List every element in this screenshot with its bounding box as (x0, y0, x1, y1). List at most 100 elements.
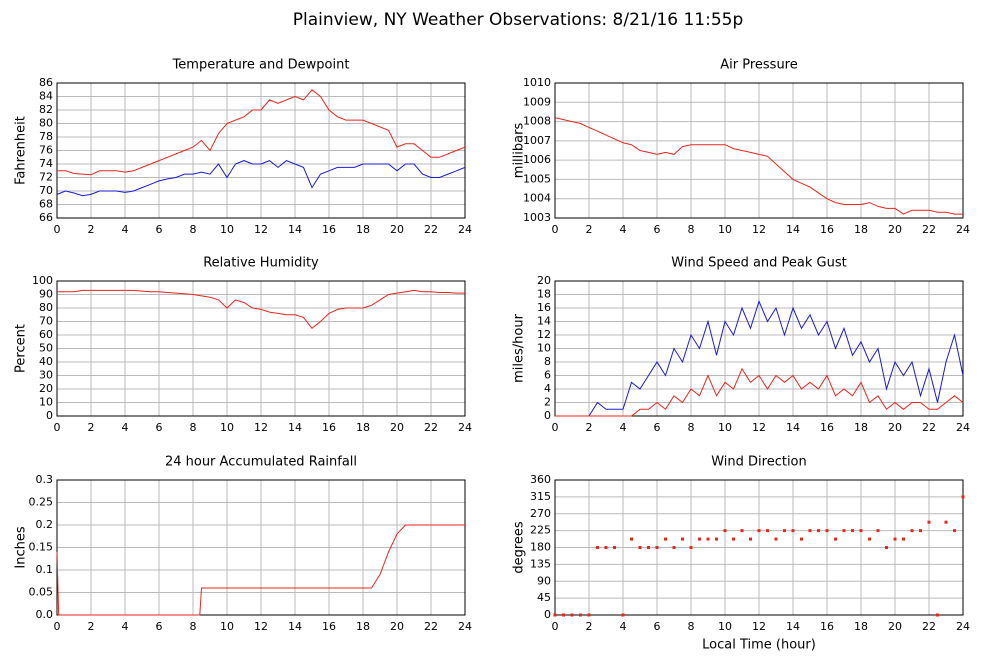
x-tick-label: 10 (220, 421, 234, 434)
chart-title: 24 hour Accumulated Rainfall (165, 455, 357, 470)
x-tick-label: 24 (458, 421, 472, 434)
y-tick-label: 66 (39, 211, 53, 224)
y-tick-label: 20 (39, 382, 53, 395)
data-point (885, 546, 888, 549)
data-point (630, 537, 633, 541)
y-tick-label: 180 (530, 541, 551, 554)
x-tick-label: 2 (586, 223, 593, 236)
y-axis-label: millibars (512, 123, 527, 179)
x-tick-label: 16 (820, 421, 834, 434)
x-tick-label: 14 (288, 620, 302, 633)
x-tick-label: 6 (654, 620, 661, 633)
x-tick-label: 22 (424, 421, 438, 434)
x-tick-label: 10 (718, 620, 732, 633)
y-tick-label: 0.3 (36, 473, 54, 486)
data-line (56, 524, 465, 616)
y-tick-label: 270 (530, 507, 551, 520)
y-tick-label: 90 (39, 288, 53, 301)
plot-frame (554, 82, 964, 219)
y-tick-label: 135 (530, 557, 551, 570)
x-tick-label: 14 (786, 223, 800, 236)
x-tick-label: 0 (54, 421, 61, 434)
x-tick-label: 18 (854, 620, 868, 633)
data-point (893, 537, 897, 541)
data-point (579, 613, 582, 617)
data-point (723, 529, 727, 533)
x-tick-label: 18 (356, 223, 370, 236)
y-tick-label: 100 (32, 274, 53, 287)
x-tick-label: 6 (654, 223, 661, 236)
y-tick-label: 2 (544, 396, 551, 409)
data-point (664, 537, 667, 541)
data-line (56, 160, 466, 197)
data-point (944, 520, 948, 524)
data-point (732, 537, 735, 541)
data-point (834, 537, 837, 541)
x-tick-label: 2 (88, 421, 95, 434)
x-tick-label: 20 (390, 620, 404, 633)
x-tick-label: 0 (552, 223, 559, 236)
y-tick-label: 70 (39, 184, 53, 197)
data-point (800, 537, 803, 541)
x-tick-label: 4 (122, 223, 129, 236)
x-tick-label: 2 (586, 421, 593, 434)
data-line (554, 117, 963, 215)
y-tick-label: 1007 (523, 134, 551, 147)
y-tick-label: 0 (46, 409, 53, 422)
y-tick-label: 360 (530, 473, 551, 486)
y-tick-label: 0.25 (29, 496, 54, 509)
data-line (57, 289, 465, 330)
y-tick-label: 8 (544, 355, 551, 368)
y-tick-label: 12 (537, 328, 551, 341)
data-point (553, 613, 557, 617)
y-tick-label: 50 (39, 342, 53, 355)
y-tick-label: 76 (39, 144, 53, 157)
x-tick-label: 6 (156, 223, 163, 236)
x-tick-label: 24 (956, 620, 970, 633)
x-tick-label: 20 (888, 620, 902, 633)
data-point (910, 529, 914, 533)
data-point (689, 546, 693, 549)
x-tick-label: 14 (786, 421, 800, 434)
data-point (698, 537, 701, 541)
x-tick-label: 14 (288, 421, 302, 434)
y-tick-label: 18 (537, 288, 551, 301)
plot-frame (554, 479, 964, 616)
data-line (555, 299, 964, 417)
data-point (749, 537, 752, 541)
y-tick-label: 78 (39, 130, 53, 143)
x-tick-label: 22 (922, 620, 936, 633)
x-tick-label: 0 (54, 223, 61, 236)
x-tick-label: 8 (688, 421, 695, 434)
data-point (706, 537, 710, 541)
data-point (774, 537, 778, 541)
data-point (740, 529, 744, 533)
data-point (791, 529, 795, 533)
y-tick-label: 6 (544, 369, 551, 382)
data-point (757, 529, 761, 533)
x-tick-label: 6 (156, 620, 163, 633)
y-axis-label: Fahrenheit (14, 116, 29, 185)
y-tick-label: 80 (39, 117, 53, 130)
data-point (927, 520, 931, 524)
x-tick-label: 4 (122, 620, 129, 633)
data-point (851, 529, 854, 533)
x-tick-label: 16 (322, 223, 336, 236)
data-point (783, 529, 786, 533)
x-tick-label: 16 (322, 421, 336, 434)
x-tick-label: 2 (88, 620, 95, 633)
x-tick-label: 24 (956, 421, 970, 434)
y-tick-label: 14 (537, 315, 551, 328)
x-tick-label: 12 (254, 620, 268, 633)
x-tick-label: 12 (752, 421, 766, 434)
data-point (621, 613, 625, 617)
x-tick-label: 20 (888, 421, 902, 434)
data-point (647, 546, 650, 549)
x-tick-label: 12 (254, 223, 268, 236)
y-axis-label: miles/hour (512, 313, 527, 382)
y-tick-label: 0.15 (29, 541, 54, 554)
data-point (587, 613, 591, 617)
x-tick-label: 4 (620, 223, 627, 236)
chart-title: Wind Speed and Peak Gust (671, 256, 846, 271)
data-point (953, 529, 956, 533)
